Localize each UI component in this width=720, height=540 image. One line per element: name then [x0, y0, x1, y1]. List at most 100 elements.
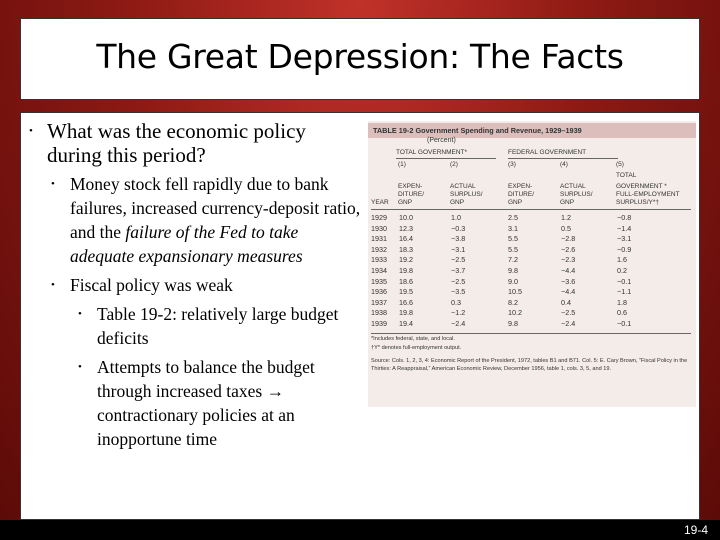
- group-total-header: TOTAL GOVERNMENT*: [396, 149, 468, 156]
- value-cell: −4.4: [561, 287, 576, 297]
- footnote: †Y* denotes full-employment output.: [371, 345, 462, 351]
- table-unit: (Percent): [427, 137, 456, 144]
- value-cell: 1.6: [617, 255, 627, 265]
- value-cell: 0.5: [561, 223, 571, 233]
- value-cell: 19.5: [399, 287, 413, 297]
- value-cell: −2.6: [561, 244, 576, 254]
- bullet-item: • What was the economic policy during th…: [29, 119, 364, 167]
- value-cell: 0.4: [561, 297, 571, 307]
- bullet-item: • Attempts to balance the budget through…: [29, 355, 364, 451]
- value-cell: −0.3: [451, 223, 466, 233]
- col-number: (2): [450, 161, 458, 168]
- value-cell: −2.5: [561, 308, 576, 318]
- value-cell: 18.3: [399, 244, 413, 254]
- value-cell: 16.6: [399, 297, 413, 307]
- col-number: (4): [560, 161, 568, 168]
- rule: [371, 333, 691, 334]
- table-19-2: TABLE 19-2 Government Spending and Reven…: [368, 121, 696, 407]
- group-federal-header: FEDERAL GOVERNMENT: [508, 149, 587, 156]
- col-header: ACTUAL SURPLUS/GNP: [450, 183, 483, 206]
- value-cell: 2.5: [508, 213, 518, 222]
- value-cell: −4.4: [561, 265, 576, 275]
- col-header: EXPEN- DITURE/GNP: [398, 183, 424, 206]
- year-cell: 1937: [371, 297, 387, 307]
- rule: [371, 209, 691, 210]
- value-cell: −0.1: [617, 318, 632, 328]
- year-cell: 1930: [371, 223, 387, 233]
- value-cell: 9.0: [508, 276, 518, 286]
- bullet-text-italic: failure of the Fed to take adequate expa…: [70, 222, 303, 266]
- bullet-text: Money stock fell rapidly due to bank fai…: [70, 174, 361, 242]
- value-cell: 3.1: [508, 223, 518, 233]
- value-cell: −1.1: [617, 287, 632, 297]
- bullet-dot-icon: •: [78, 361, 82, 373]
- col-number: (1): [398, 161, 406, 168]
- value-cell: −1.4: [617, 223, 632, 233]
- value-cell: −3.1: [451, 244, 466, 254]
- bullet-text: Attempts to balance the budget through i…: [97, 357, 315, 449]
- year-cell: 1929: [371, 213, 387, 222]
- title-panel: The Great Depression: The Facts: [20, 18, 700, 100]
- year-cell: 1936: [371, 287, 387, 297]
- bullet-dot-icon: •: [29, 125, 33, 137]
- bullet-dot-icon: •: [51, 279, 55, 291]
- rule: [508, 158, 618, 159]
- value-cell: 1.0: [451, 213, 461, 222]
- bullet-dot-icon: •: [51, 178, 55, 190]
- value-cell: −2.3: [561, 255, 576, 265]
- value-cell: 16.4: [399, 234, 413, 244]
- value-cell: 19.2: [399, 255, 413, 265]
- value-cell: 0.3: [451, 297, 461, 307]
- year-cell: 1931: [371, 234, 387, 244]
- value-cell: 9.8: [508, 318, 518, 328]
- bullet-list: • What was the economic policy during th…: [29, 119, 364, 451]
- bullet-text: Table 19-2: relatively large budget defi…: [97, 304, 339, 348]
- value-cell: −2.8: [561, 234, 576, 244]
- col-number: (3): [508, 161, 516, 168]
- year-cell: 1932: [371, 244, 387, 254]
- bullet-item: • Table 19-2: relatively large budget de…: [29, 302, 364, 350]
- table-caption: TABLE 19-2 Government Spending and Reven…: [368, 123, 696, 138]
- value-cell: −2.5: [451, 255, 466, 265]
- year-cell: 1934: [371, 265, 387, 275]
- value-cell: 10.0: [399, 213, 413, 222]
- value-cell: 18.6: [399, 276, 413, 286]
- value-cell: −3.1: [617, 234, 632, 244]
- year-header: YEAR: [371, 199, 389, 206]
- page-number: 19-4: [683, 523, 708, 537]
- value-cell: 19.8: [399, 265, 413, 275]
- footnote: *Includes federal, state, and local.: [371, 336, 455, 342]
- value-cell: −3.5: [451, 287, 466, 297]
- footnote-source: Source: Cols. 1, 2, 3, 4: Economic Repor…: [371, 358, 688, 372]
- col-header: EXPEN- DITURE/GNP: [508, 183, 534, 206]
- year-cell: 1933: [371, 255, 387, 265]
- rule: [396, 158, 496, 159]
- value-cell: −2.5: [451, 276, 466, 286]
- value-cell: 0.2: [617, 265, 627, 275]
- value-cell: −0.8: [617, 213, 632, 222]
- value-cell: 10.5: [508, 287, 522, 297]
- value-cell: 10.2: [508, 308, 522, 318]
- value-cell: 5.5: [508, 244, 518, 254]
- bullet-item: • Money stock fell rapidly due to bank f…: [29, 172, 364, 268]
- value-cell: 1.8: [617, 297, 627, 307]
- value-cell: 12.3: [399, 223, 413, 233]
- year-cell: 1938: [371, 308, 387, 318]
- year-cell: 1935: [371, 276, 387, 286]
- value-cell: −3.8: [451, 234, 466, 244]
- value-cell: 19.8: [399, 308, 413, 318]
- value-cell: −0.9: [617, 244, 632, 254]
- bullet-text: Fiscal policy was weak: [70, 275, 233, 295]
- col5-top: TOTAL: [616, 172, 637, 179]
- value-cell: −2.4: [561, 318, 576, 328]
- value-cell: 8.2: [508, 297, 518, 307]
- col-header: ACTUAL SURPLUS/GNP: [560, 183, 593, 206]
- slide-title: The Great Depression: The Facts: [96, 37, 624, 76]
- bullet-dot-icon: •: [78, 308, 82, 320]
- bottom-bar: 19-4: [0, 520, 720, 540]
- year-cell: 1939: [371, 318, 387, 328]
- value-cell: −3.7: [451, 265, 466, 275]
- value-cell: 0.6: [617, 308, 627, 318]
- value-cell: 19.4: [399, 318, 413, 328]
- value-cell: −2.4: [451, 318, 466, 328]
